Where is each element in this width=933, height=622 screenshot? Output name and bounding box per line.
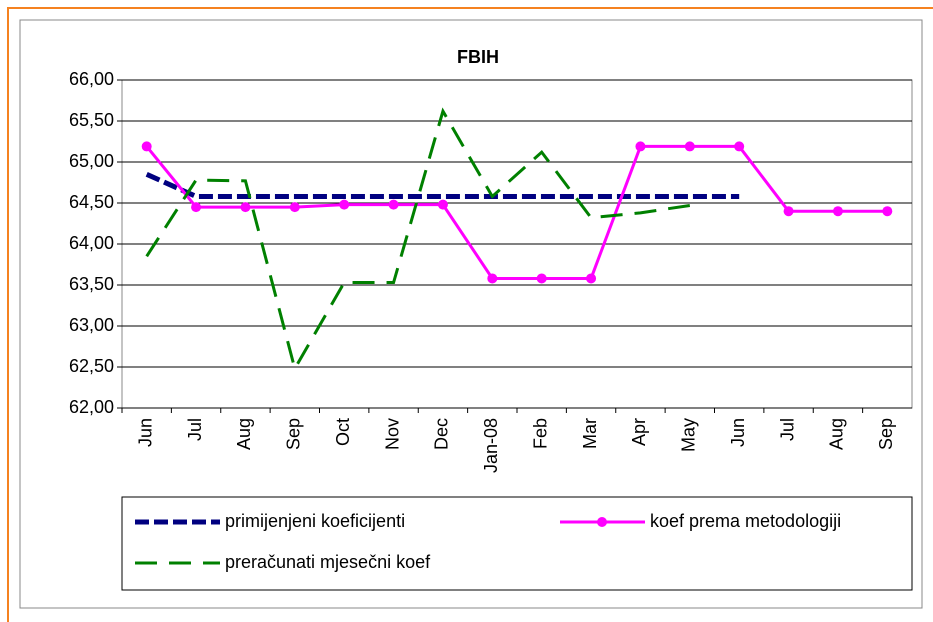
y-tick-label: 64,00 bbox=[69, 233, 114, 253]
series-line bbox=[145, 144, 888, 280]
y-tick-label: 65,00 bbox=[69, 151, 114, 171]
x-tick-label: Apr bbox=[629, 418, 649, 446]
legend-label: preračunati mjesečni koef bbox=[225, 552, 431, 572]
y-tick-label: 63,50 bbox=[69, 274, 114, 294]
x-tick-label: Nov bbox=[382, 418, 402, 450]
point bbox=[289, 202, 300, 213]
point bbox=[191, 202, 202, 213]
point bbox=[832, 206, 843, 217]
point bbox=[536, 273, 547, 284]
chart-title: FBIH bbox=[457, 47, 499, 67]
x-tick-label: Feb bbox=[530, 418, 550, 449]
point bbox=[141, 141, 152, 152]
point bbox=[240, 202, 251, 213]
series-line bbox=[145, 172, 740, 199]
legend-label: koef prema metodologiji bbox=[650, 511, 841, 531]
y-tick-label: 64,50 bbox=[69, 192, 114, 212]
x-tick-label: Jun bbox=[135, 418, 155, 447]
y-tick-label: 62,00 bbox=[69, 397, 114, 417]
legend-box bbox=[121, 496, 913, 591]
x-tick-label: May bbox=[679, 418, 699, 452]
point bbox=[437, 199, 448, 210]
point bbox=[783, 206, 794, 217]
point bbox=[388, 199, 399, 210]
point bbox=[734, 141, 745, 152]
x-tick-label: Mar bbox=[580, 418, 600, 449]
x-tick-label: Aug bbox=[827, 418, 847, 450]
y-tick-label: 62,50 bbox=[69, 356, 114, 376]
point bbox=[586, 273, 597, 284]
x-tick-label: Sep bbox=[284, 418, 304, 450]
x-tick-label: Oct bbox=[333, 418, 353, 446]
y-tick-label: 66,00 bbox=[69, 69, 114, 89]
x-tick-label: Jul bbox=[777, 418, 797, 441]
outer-frame bbox=[7, 7, 933, 622]
x-tick-label: Jan-08 bbox=[481, 418, 501, 473]
point bbox=[882, 206, 893, 217]
x-tick-label: Jun bbox=[728, 418, 748, 447]
x-tick-label: Dec bbox=[432, 418, 452, 450]
legend-marker bbox=[597, 517, 607, 527]
x-tick-label: Aug bbox=[234, 418, 254, 450]
point bbox=[487, 273, 498, 284]
point bbox=[684, 141, 695, 152]
x-tick-label: Sep bbox=[876, 418, 896, 450]
point bbox=[339, 199, 350, 210]
x-tick-label: Jul bbox=[185, 418, 205, 441]
y-tick-label: 63,00 bbox=[69, 315, 114, 335]
point bbox=[635, 141, 646, 152]
legend-label: primijenjeni koeficijenti bbox=[225, 511, 405, 531]
y-tick-label: 65,50 bbox=[69, 110, 114, 130]
